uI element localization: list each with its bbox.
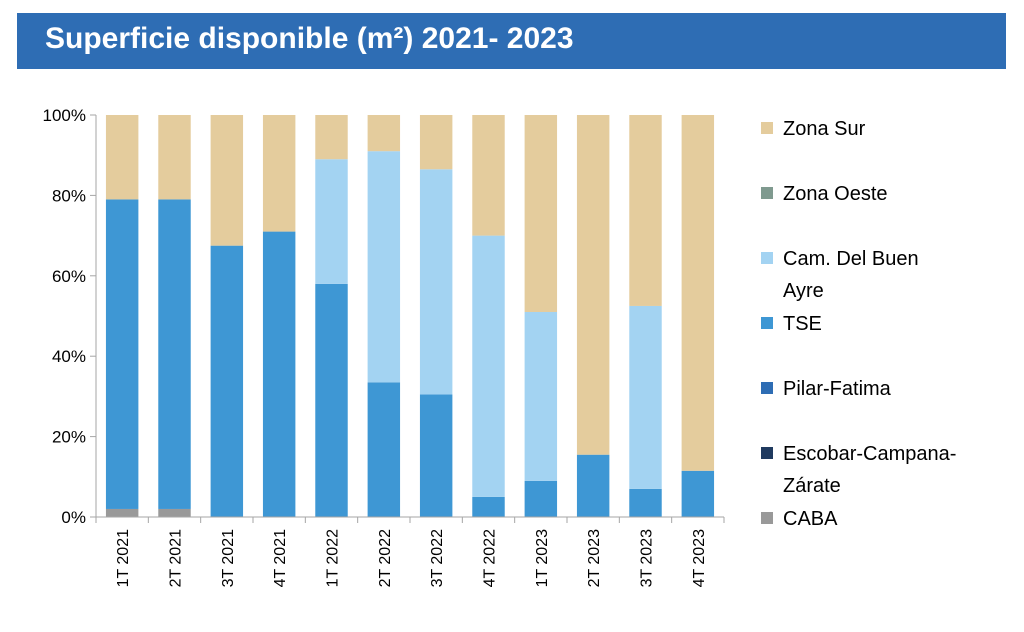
legend-label: Zona Sur bbox=[783, 118, 866, 140]
legend-label: CABA bbox=[783, 508, 838, 530]
y-tick-label: 20% bbox=[52, 428, 86, 447]
x-tick-label: 3T 2021 bbox=[220, 529, 237, 588]
bar-segment bbox=[419, 169, 453, 395]
bar-segment bbox=[158, 199, 191, 509]
bar-segment bbox=[419, 115, 453, 170]
bar-segment bbox=[576, 115, 610, 455]
legend-swatch bbox=[761, 317, 773, 329]
bar-segment bbox=[105, 115, 139, 200]
bar-segment bbox=[315, 159, 348, 284]
x-tick-label: 1T 2021 bbox=[115, 529, 132, 588]
bar-segment bbox=[367, 151, 401, 383]
bar-segment bbox=[524, 311, 558, 481]
x-tick-label: 3T 2023 bbox=[639, 529, 656, 588]
legend-label: Ayre bbox=[783, 280, 824, 302]
bar-segment bbox=[210, 115, 244, 246]
bar-segment bbox=[629, 305, 662, 489]
y-tick-label: 0% bbox=[61, 508, 86, 527]
bar-segment bbox=[367, 382, 401, 517]
bar-segment bbox=[472, 496, 505, 517]
y-tick-label: 40% bbox=[52, 347, 86, 366]
x-tick-label: 2T 2023 bbox=[586, 529, 603, 588]
legend-swatch bbox=[761, 187, 773, 199]
legend-label: TSE bbox=[783, 313, 822, 335]
bar-segment bbox=[158, 508, 191, 517]
x-tick-label: 2T 2022 bbox=[377, 529, 394, 588]
bar-segment bbox=[105, 508, 139, 517]
bar-segment bbox=[262, 115, 296, 232]
bar-segment bbox=[315, 115, 348, 160]
bar-segment bbox=[105, 199, 139, 509]
bar-segment bbox=[472, 235, 505, 497]
legend-label: Escobar-Campana- bbox=[783, 443, 956, 465]
legend-swatch bbox=[761, 512, 773, 524]
y-tick-label: 80% bbox=[52, 186, 86, 205]
bar-segment bbox=[576, 454, 610, 517]
bar-segment bbox=[262, 231, 296, 517]
bar-segment bbox=[419, 394, 453, 517]
y-tick-label: 60% bbox=[52, 267, 86, 286]
x-tick-label: 1T 2023 bbox=[534, 529, 551, 588]
legend-swatch bbox=[761, 122, 773, 134]
legend-swatch bbox=[761, 447, 773, 459]
legend-label: Zona Oeste bbox=[783, 183, 888, 205]
bar-segment bbox=[524, 480, 558, 517]
legend-swatch bbox=[761, 252, 773, 264]
legend-label: Zárate bbox=[783, 475, 841, 497]
x-tick-label: 4T 2022 bbox=[482, 529, 499, 588]
x-tick-label: 1T 2022 bbox=[325, 529, 342, 588]
title-bar: Superficie disponible (m²) 2021- 2023 bbox=[17, 13, 1006, 69]
chart-title: Superficie disponible (m²) 2021- 2023 bbox=[45, 22, 574, 55]
x-tick-label: 2T 2021 bbox=[168, 529, 185, 588]
bar-segment bbox=[315, 283, 348, 517]
bar-segment bbox=[681, 470, 715, 517]
y-tick-label: 100% bbox=[43, 106, 86, 125]
x-tick-label: 4T 2021 bbox=[272, 529, 289, 588]
legend-label: Pilar-Fatima bbox=[783, 378, 892, 400]
bar-segment bbox=[629, 115, 662, 306]
x-tick-label: 4T 2023 bbox=[691, 529, 708, 588]
bar-segment bbox=[629, 488, 662, 517]
bar-segment bbox=[367, 115, 401, 152]
bar-segment bbox=[210, 245, 244, 517]
x-tick-label: 3T 2022 bbox=[429, 529, 446, 588]
bar-segment bbox=[158, 115, 191, 200]
legend-label: Cam. Del Buen bbox=[783, 248, 919, 270]
legend-swatch bbox=[761, 382, 773, 394]
bar-segment bbox=[472, 115, 505, 236]
bar-segment bbox=[681, 115, 715, 471]
bar-segment bbox=[524, 115, 558, 312]
